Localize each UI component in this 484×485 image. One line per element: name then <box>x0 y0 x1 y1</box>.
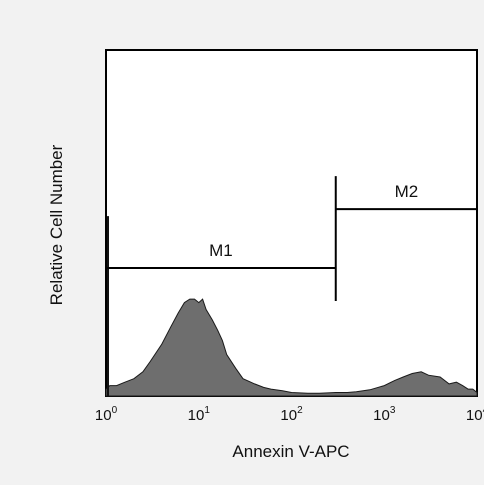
x-tick-label: 103 <box>373 405 396 424</box>
y-axis-title: Relative Cell Number <box>47 144 66 305</box>
marker-m1-label: M1 <box>209 241 233 260</box>
x-tick-labels: 100 101 102 103 104 <box>95 405 484 424</box>
plot-area: M1 M2 <box>105 49 478 397</box>
x-tick-label: 100 <box>95 405 118 424</box>
x-tick-label: 104 <box>466 405 484 424</box>
x-tick-label: 102 <box>280 405 303 424</box>
marker-m2-label: M2 <box>395 182 419 201</box>
histogram-area-0 <box>105 298 478 397</box>
x-tick-label: 101 <box>188 405 211 424</box>
x-axis-title: Annexin V-APC <box>232 442 349 461</box>
